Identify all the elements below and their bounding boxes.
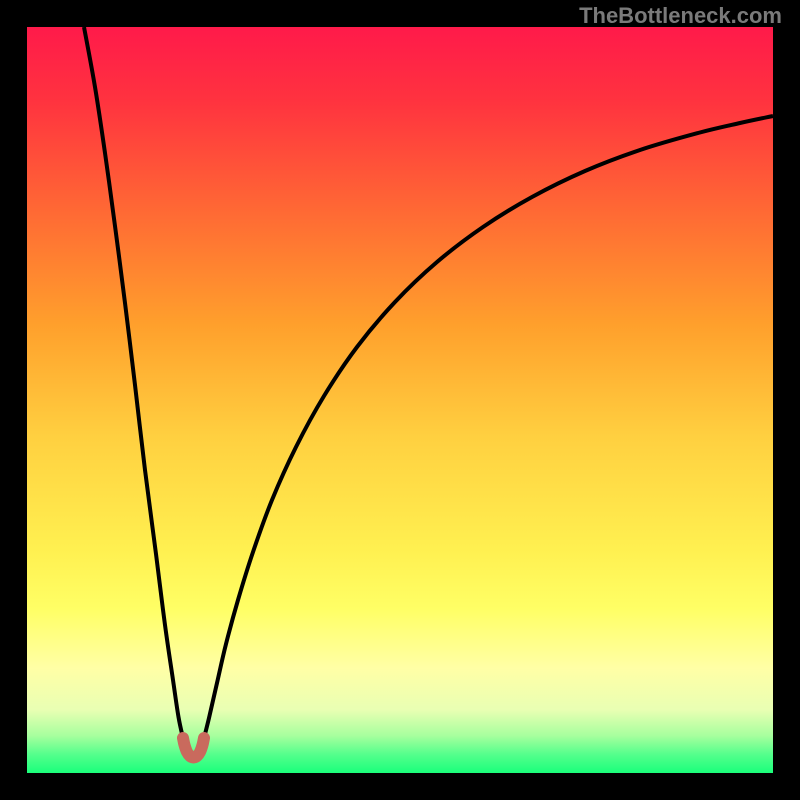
- curve-right-branch: [204, 116, 773, 738]
- chart-svg: [27, 27, 773, 773]
- curve-left-branch: [84, 27, 183, 738]
- notch-marker: [183, 738, 204, 758]
- chart-frame: [0, 0, 800, 800]
- watermark-text: TheBottleneck.com: [579, 3, 782, 29]
- plot-area: [27, 27, 773, 773]
